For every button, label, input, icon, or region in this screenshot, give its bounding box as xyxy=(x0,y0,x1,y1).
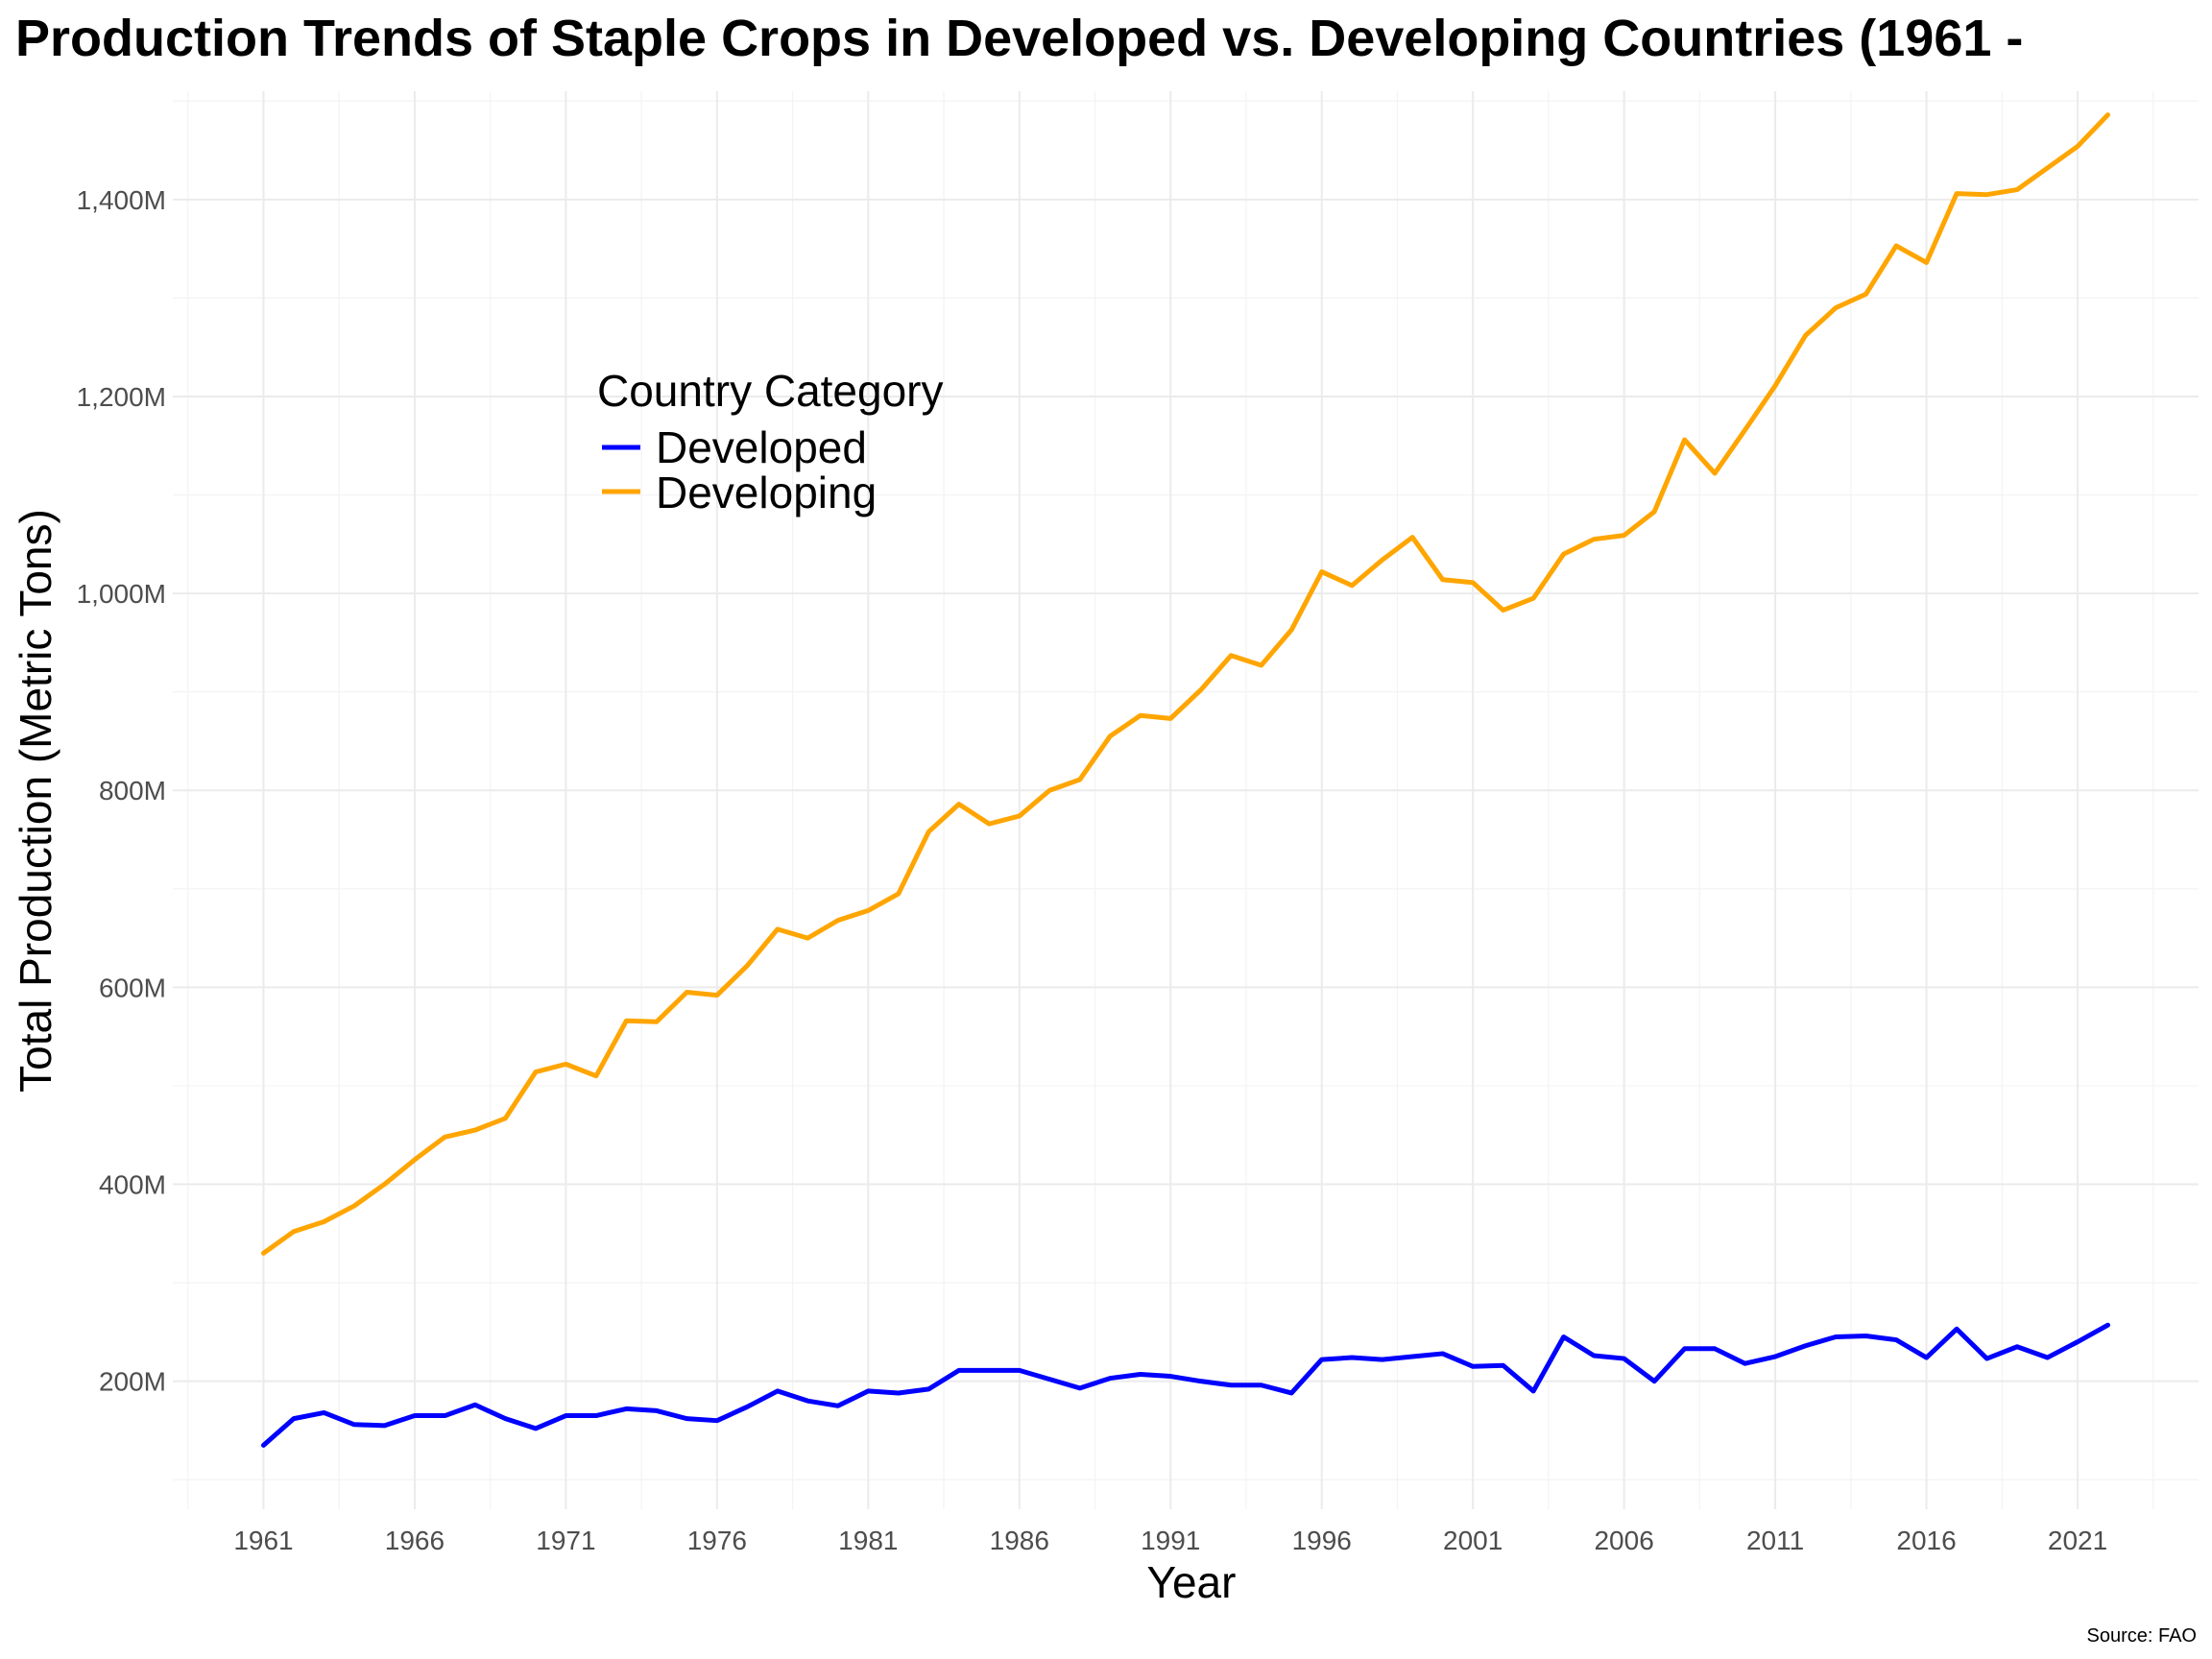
y-tick-label: 400M xyxy=(99,1170,166,1200)
x-tick-label: 1981 xyxy=(838,1526,898,1555)
x-tick-label: 1966 xyxy=(385,1526,445,1555)
legend-title: Country Category xyxy=(597,366,944,416)
minor-gridlines xyxy=(173,91,2199,1509)
x-axis-ticks: 1961 1966 1971 1976 1981 1986 1991 1996 2001 2006… xyxy=(233,1526,2107,1555)
y-axis-ticks: 200M 400M 600M 800M 1,000M 1,200M 1,400M xyxy=(77,185,166,1397)
series-line-developed xyxy=(260,1322,2111,1448)
x-tick-label: 2016 xyxy=(1896,1526,1956,1555)
x-tick-label: 1976 xyxy=(687,1526,747,1555)
y-tick-label: 1,200M xyxy=(77,382,166,412)
source-caption: Source: FAO xyxy=(2087,1625,2198,1647)
x-tick-label: 2001 xyxy=(1443,1526,1503,1555)
x-tick-label: 2006 xyxy=(1594,1526,1653,1555)
x-tick-label: 1991 xyxy=(1141,1526,1200,1555)
x-tick-label: 2011 xyxy=(1746,1526,1804,1555)
x-tick-label: 2021 xyxy=(2048,1526,2107,1555)
y-axis-title: Total Production (Metric Tons) xyxy=(11,509,60,1093)
x-tick-label: 1961 xyxy=(233,1526,293,1555)
x-tick-label: 1971 xyxy=(536,1526,595,1555)
legend: Country Category Developed Developing xyxy=(597,366,944,517)
x-tick-label: 1986 xyxy=(990,1526,1049,1555)
chart-title: Production Trends of Staple Crops in Dev… xyxy=(15,10,2023,67)
series-layer xyxy=(260,112,2111,1448)
major-gridlines xyxy=(173,91,2199,1509)
y-tick-label: 1,400M xyxy=(77,185,166,215)
y-tick-label: 600M xyxy=(99,973,166,1002)
y-tick-label: 800M xyxy=(99,776,166,805)
x-tick-label: 1996 xyxy=(1292,1526,1352,1555)
y-tick-label: 200M xyxy=(99,1367,166,1397)
legend-label-developed: Developed xyxy=(656,422,867,472)
series-line-developing xyxy=(260,112,2111,1256)
y-tick-label: 1,000M xyxy=(77,579,166,609)
x-axis-title: Year xyxy=(1147,1557,1237,1607)
legend-label-developing: Developing xyxy=(656,468,877,517)
legend-item-developing: Developing xyxy=(602,468,877,517)
legend-item-developed: Developed xyxy=(602,422,867,472)
